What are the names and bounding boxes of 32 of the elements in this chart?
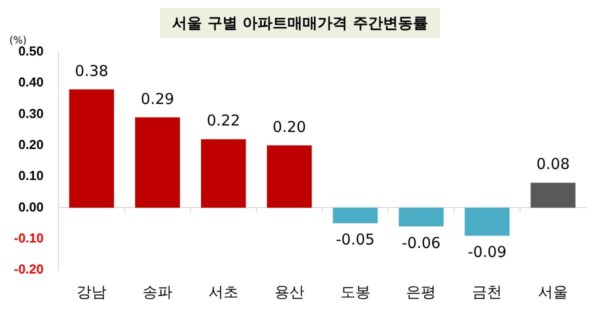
- bar: [135, 117, 180, 208]
- y-tick-label: 0.30: [18, 106, 44, 121]
- x-tick-label: 금천: [472, 284, 502, 302]
- data-label: 0.20: [272, 118, 306, 136]
- x-tick-label: 은평: [406, 284, 436, 302]
- bar: [530, 182, 576, 208]
- x-tick-label: 용산: [274, 284, 304, 302]
- data-label: -0.05: [336, 230, 375, 249]
- x-tick-label: 도봉: [340, 284, 370, 302]
- data-label: 0.22: [206, 112, 240, 130]
- data-label: 0.29: [140, 90, 174, 108]
- data-label: -0.09: [468, 243, 507, 262]
- x-tick-label: 서초: [208, 284, 238, 302]
- y-tick-label: 0.20: [18, 137, 44, 152]
- x-tick-label: 강남: [76, 284, 107, 302]
- bar: [266, 145, 312, 208]
- y-tick-label: 0.40: [18, 74, 44, 90]
- x-tick-label: 송파: [142, 284, 173, 302]
- bar: [69, 89, 114, 208]
- bar: [201, 139, 246, 208]
- data-label: -0.06: [402, 234, 441, 252]
- bar: [332, 208, 378, 224]
- bar: [398, 208, 444, 226]
- data-label: 0.08: [536, 155, 570, 174]
- x-tick-label: 서울: [538, 284, 568, 302]
- y-tick-label: 0.10: [18, 168, 44, 184]
- data-label: 0.38: [74, 62, 108, 80]
- y-tick-label: -0.20: [14, 262, 44, 277]
- bar: [464, 208, 510, 236]
- chart-title: 서울 구별 아파트매매가격 주간변동률: [160, 8, 440, 38]
- y-tick-label: -0.10: [14, 230, 44, 246]
- y-tick-label: 0.00: [18, 199, 44, 214]
